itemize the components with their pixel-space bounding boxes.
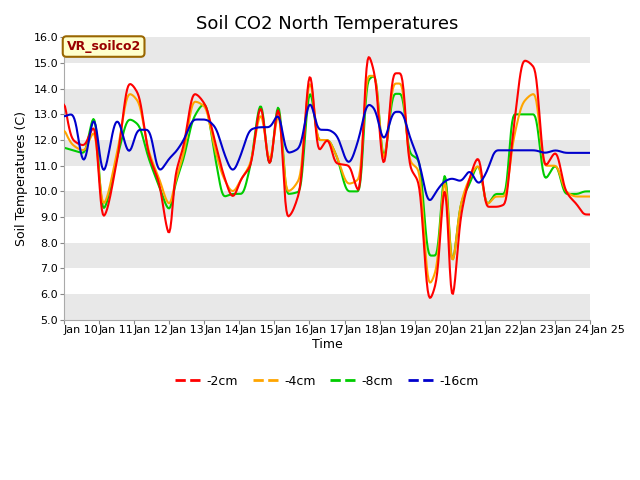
Bar xyxy=(64,37,590,63)
Bar xyxy=(64,89,590,114)
Bar xyxy=(64,140,590,166)
Bar xyxy=(64,192,590,217)
Bar xyxy=(64,294,590,320)
Legend: -2cm, -4cm, -8cm, -16cm: -2cm, -4cm, -8cm, -16cm xyxy=(170,370,484,393)
Title: Soil CO2 North Temperatures: Soil CO2 North Temperatures xyxy=(196,15,458,33)
Y-axis label: Soil Temperatures (C): Soil Temperatures (C) xyxy=(15,111,28,246)
Bar xyxy=(64,243,590,268)
X-axis label: Time: Time xyxy=(312,338,342,351)
Text: VR_soilco2: VR_soilco2 xyxy=(67,40,141,53)
